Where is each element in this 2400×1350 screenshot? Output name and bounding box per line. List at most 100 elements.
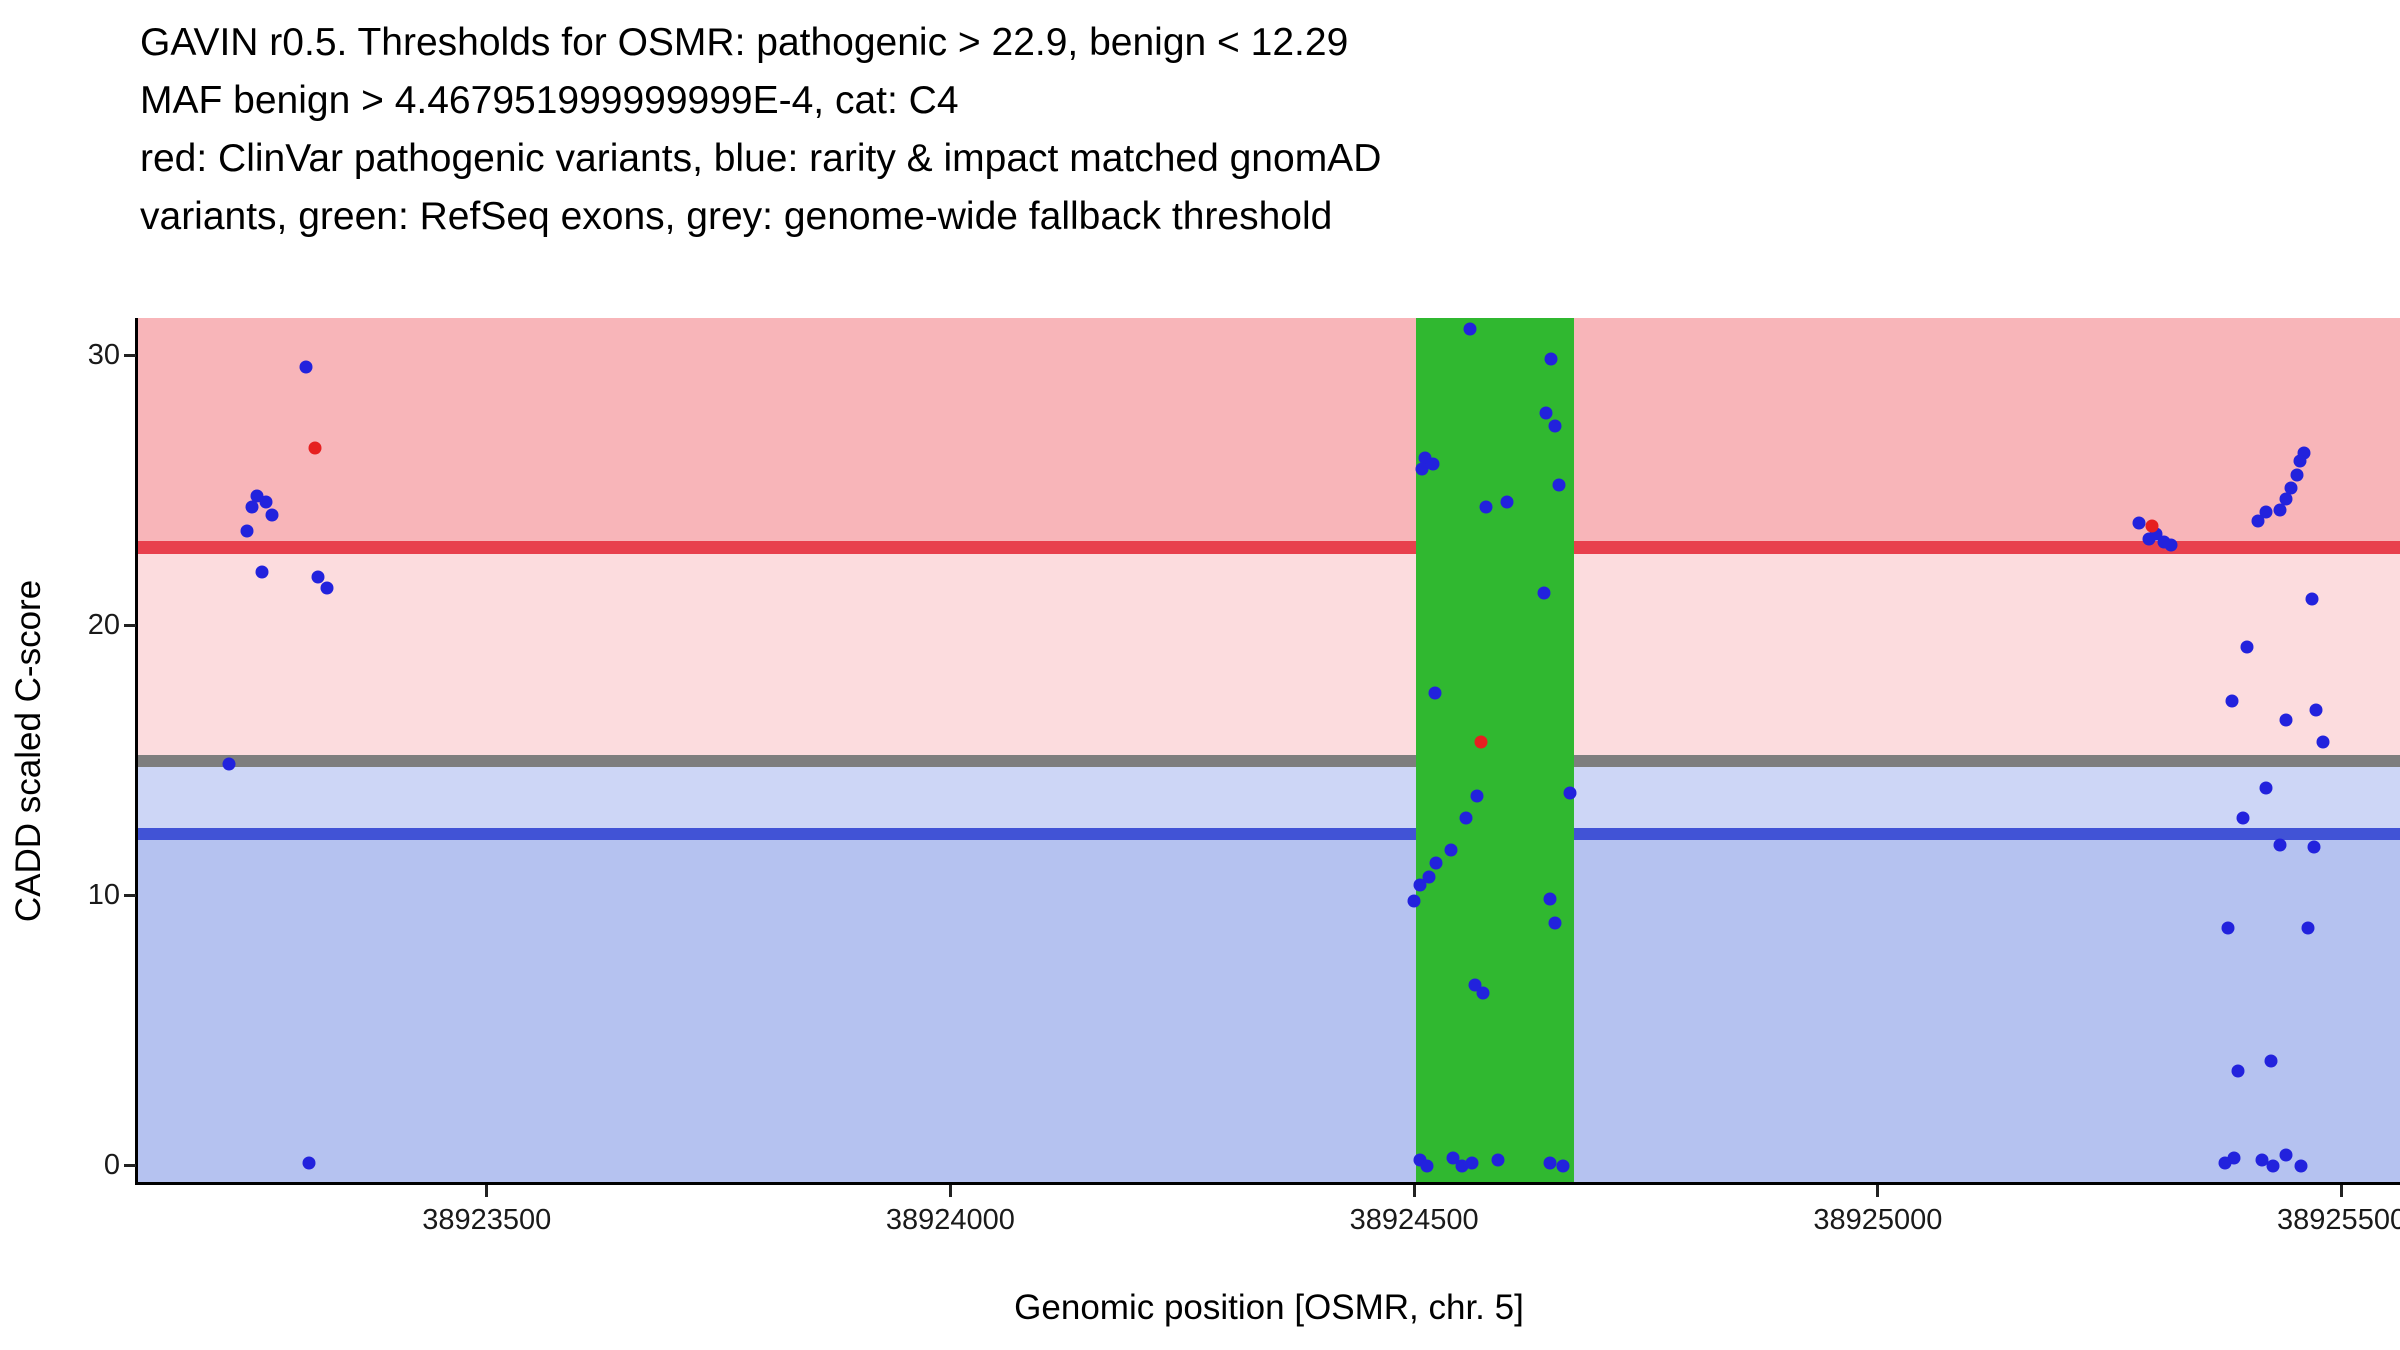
data-point-gnomad <box>1413 878 1427 892</box>
data-point-gnomad <box>2221 921 2235 935</box>
data-point-gnomad <box>1563 786 1577 800</box>
data-point-gnomad <box>2240 640 2254 654</box>
title-line-4: variants, green: RefSeq exons, grey: gen… <box>140 195 1333 238</box>
data-point-gnomad <box>311 570 325 584</box>
data-point-gnomad <box>2273 838 2287 851</box>
plot-title: GAVIN r0.5. Thresholds for OSMR: pathoge… <box>140 14 1381 246</box>
band-benign-upper <box>138 760 2400 834</box>
data-point-gnomad <box>2294 1159 2308 1173</box>
y-tick-label: 30 <box>87 338 120 371</box>
data-point-gnomad <box>1428 686 1442 700</box>
data-point-gnomad <box>2259 781 2273 795</box>
x-axis-label: Genomic position [OSMR, chr. 5] <box>1014 1288 1524 1327</box>
data-point-gnomad <box>2227 1151 2241 1165</box>
data-point-gnomad <box>2132 516 2146 530</box>
data-point-gnomad <box>302 1156 316 1170</box>
data-point-gnomad <box>2231 1064 2245 1078</box>
data-point-gnomad <box>2305 592 2319 606</box>
data-point-gnomad <box>1539 406 1553 419</box>
data-point-gnomad <box>1479 500 1493 514</box>
data-point-gnomad <box>2316 735 2330 749</box>
data-point-gnomad <box>1543 1156 1557 1170</box>
x-tick-mark <box>485 1185 489 1197</box>
data-point-gnomad <box>1552 478 1566 492</box>
data-point-gnomad <box>265 508 279 522</box>
data-point-gnomad <box>1420 1159 1434 1173</box>
x-tick-label: 38925000 <box>1813 1204 1943 1236</box>
x-tick-label: 38923500 <box>422 1204 552 1236</box>
data-point-gnomad <box>1465 1156 1479 1170</box>
data-point-gnomad <box>2266 1159 2280 1173</box>
data-point-gnomad <box>1429 856 1443 870</box>
data-point-gnomad <box>1500 495 1514 509</box>
x-tick-mark <box>948 1185 952 1197</box>
title-line-1: GAVIN r0.5. Thresholds for OSMR: pathoge… <box>140 21 1349 64</box>
data-point-gnomad <box>255 565 269 579</box>
data-point-gnomad <box>2309 703 2323 716</box>
fallback-threshold-line <box>138 754 2400 767</box>
data-point-gnomad <box>1543 892 1557 905</box>
data-point-gnomad <box>1548 916 1562 930</box>
data-point-gnomad <box>1476 986 1490 1000</box>
data-point-gnomad <box>2251 514 2265 527</box>
data-point-gnomad <box>2255 1153 2269 1167</box>
data-point-gnomad <box>1444 843 1458 857</box>
x-tick-mark <box>1876 1185 1880 1197</box>
data-point-gnomad <box>1463 322 1477 336</box>
data-point-gnomad <box>1548 419 1562 433</box>
band-benign <box>138 833 2400 1182</box>
data-point-gnomad <box>2279 1148 2293 1162</box>
x-tick-label: 38924500 <box>1349 1204 1479 1236</box>
data-point-gnomad <box>2284 481 2298 495</box>
data-point-gnomad <box>1459 811 1473 824</box>
title-line-2: MAF benign > 4.467951999999999E-4, cat: … <box>140 79 959 122</box>
y-axis-label: CADD scaled C-score <box>9 579 48 923</box>
data-point-gnomad <box>240 524 254 538</box>
plot-panel <box>138 318 2400 1182</box>
data-point-gnomad <box>2264 1054 2278 1067</box>
data-point-gnomad <box>2164 538 2178 552</box>
data-point-gnomad <box>1422 870 1436 884</box>
data-point-gnomad <box>2142 532 2156 546</box>
y-tick-mark <box>124 354 136 358</box>
x-axis-line <box>135 1182 2400 1185</box>
data-point-gnomad <box>2293 454 2307 468</box>
benign-threshold-line <box>138 827 2400 840</box>
data-point-gnomad <box>2225 694 2239 708</box>
pathogenic-threshold-line <box>138 541 2400 554</box>
data-point-gnomad <box>1415 462 1429 476</box>
data-point-gnomad <box>2301 921 2315 935</box>
data-point-gnomad <box>1407 894 1421 908</box>
x-tick-label: 38925500 <box>2277 1204 2400 1236</box>
x-tick-mark <box>1412 1185 1416 1197</box>
data-point-clinvar <box>1474 735 1488 749</box>
x-tick-mark <box>2340 1185 2344 1197</box>
y-tick-label: 20 <box>87 608 120 641</box>
data-point-gnomad <box>2279 713 2293 727</box>
data-point-gnomad <box>2236 811 2250 824</box>
data-point-gnomad <box>1537 586 1551 600</box>
data-point-clinvar <box>2145 519 2159 533</box>
y-tick-label: 0 <box>103 1148 120 1181</box>
data-point-gnomad <box>222 757 236 770</box>
data-point-gnomad <box>299 360 313 374</box>
data-point-gnomad <box>2273 503 2287 517</box>
data-point-gnomad <box>1544 352 1558 365</box>
data-point-gnomad <box>2290 468 2304 482</box>
data-point-gnomad <box>320 581 334 595</box>
y-tick-label: 10 <box>87 878 120 911</box>
band-intermediate <box>138 547 2400 761</box>
data-point-gnomad <box>2279 492 2293 506</box>
title-line-3: red: ClinVar pathogenic variants, blue: … <box>140 137 1382 180</box>
data-point-clinvar <box>308 441 322 455</box>
x-tick-label: 38924000 <box>885 1204 1015 1236</box>
data-point-gnomad <box>2307 840 2321 854</box>
data-point-gnomad <box>1426 457 1440 471</box>
refseq-exon-band <box>1415 318 1574 1182</box>
data-point-gnomad <box>1491 1153 1505 1167</box>
band-pathogenic <box>138 318 2400 548</box>
data-point-gnomad <box>1470 789 1484 803</box>
y-tick-mark <box>124 894 136 898</box>
data-point-gnomad <box>259 495 273 509</box>
